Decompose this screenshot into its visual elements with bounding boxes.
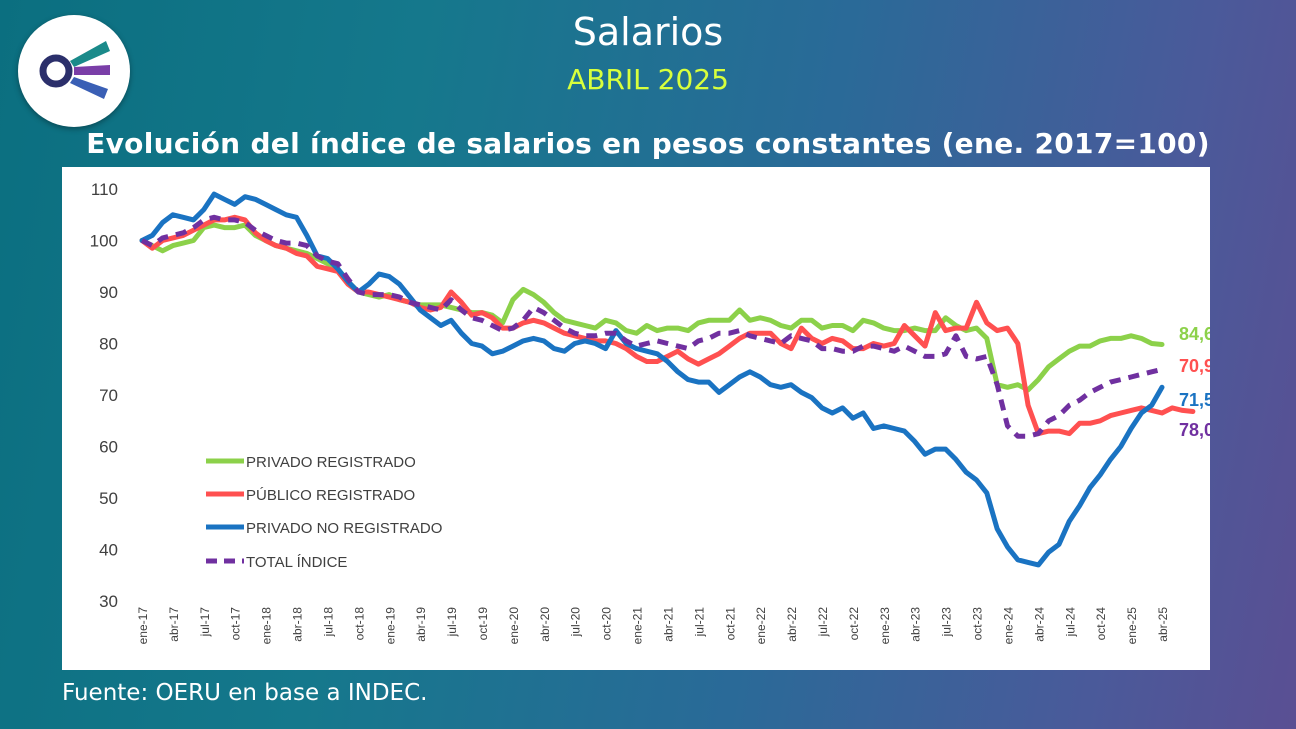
series-line (140, 214, 1163, 439)
x-tick-label: abr-21 (661, 607, 675, 642)
x-tick-label: ene-22 (754, 607, 768, 645)
source-note: Fuente: OERU en base a INDEC. (62, 680, 428, 706)
x-tick-label: oct-18 (352, 607, 366, 641)
x-tick-label: ene-19 (383, 607, 397, 645)
series-end-label: 78,0 (1179, 420, 1210, 440)
series-line (139, 222, 1165, 393)
x-tick-label: ene-18 (260, 607, 274, 645)
series-end-label: 84,6 (1179, 324, 1210, 344)
x-tick-label: oct-23 (971, 607, 985, 641)
y-tick-label: 80 (99, 335, 118, 354)
x-tick-label: jul-20 (569, 607, 583, 638)
legend-label: PRIVADO REGISTRADO (246, 454, 416, 471)
x-tick-label: abr-18 (291, 607, 305, 642)
line-chart: 30 40 50 60 70 80 90 100 110 ene-17 abr-17 jul-17 oc… (90, 180, 1210, 645)
x-tick-label: ene-25 (1125, 607, 1139, 645)
x-tick-label: oct-20 (600, 607, 614, 641)
x-tick-label: abr-19 (414, 607, 428, 642)
x-tick-label: jul-18 (321, 607, 335, 638)
y-tick-label: 40 (99, 541, 118, 560)
x-tick-label: oct-21 (723, 607, 737, 641)
y-tick-label: 70 (99, 386, 118, 405)
legend-label: PÚBLICO REGISTRADO (246, 487, 415, 504)
x-tick-label: ene-24 (1001, 607, 1015, 645)
x-tick-label: abr-25 (1156, 607, 1170, 642)
x-tick-label: ene-21 (631, 607, 645, 645)
page-subtitle: ABRIL 2025 (567, 63, 729, 96)
x-tick-label: abr-20 (538, 607, 552, 642)
legend-label: TOTAL ÍNDICE (246, 554, 347, 571)
x-tick-label: jul-23 (940, 607, 954, 638)
x-tick-label: jul-22 (816, 607, 830, 638)
x-tick-label: ene-20 (507, 607, 521, 645)
x-tick-label: abr-17 (167, 607, 181, 642)
y-tick-label: 90 (99, 283, 118, 302)
oeru-logo-icon (18, 15, 130, 127)
y-tick-label: 110 (91, 180, 118, 199)
x-tick-label: oct-17 (229, 607, 243, 641)
x-tick-label: oct-24 (1094, 607, 1108, 641)
x-tick-label: oct-19 (476, 607, 490, 641)
y-tick-label: 30 (99, 592, 118, 611)
y-tick-label: 100 (90, 232, 118, 251)
x-tick-label: jul-17 (198, 607, 212, 638)
chart-title: Evolución del índice de salarios en peso… (86, 127, 1210, 160)
x-tick-label: jul-19 (445, 607, 459, 638)
series-line (139, 191, 1165, 568)
x-tick-label: abr-22 (785, 607, 799, 642)
x-tick-label: ene-17 (136, 607, 150, 645)
x-tick-label: jul-21 (692, 607, 706, 638)
y-tick-label: 60 (99, 438, 118, 457)
series-line (139, 214, 1196, 437)
series-end-label: 70,9 (1179, 356, 1210, 376)
x-tick-label: ene-23 (878, 607, 892, 645)
chart-panel: 30 40 50 60 70 80 90 100 110 ene-17 abr-17 jul-17 oc… (62, 167, 1210, 670)
x-tick-label: oct-22 (847, 607, 861, 641)
x-tick-label: abr-23 (909, 607, 923, 642)
x-tick-label: abr-24 (1032, 607, 1046, 642)
legend-label: PRIVADO NO REGISTRADO (246, 520, 442, 537)
y-tick-label: 50 (99, 489, 118, 508)
x-tick-label: jul-24 (1063, 607, 1077, 638)
page-title: Salarios (572, 10, 724, 54)
series-end-label: 71,5 (1179, 390, 1210, 410)
